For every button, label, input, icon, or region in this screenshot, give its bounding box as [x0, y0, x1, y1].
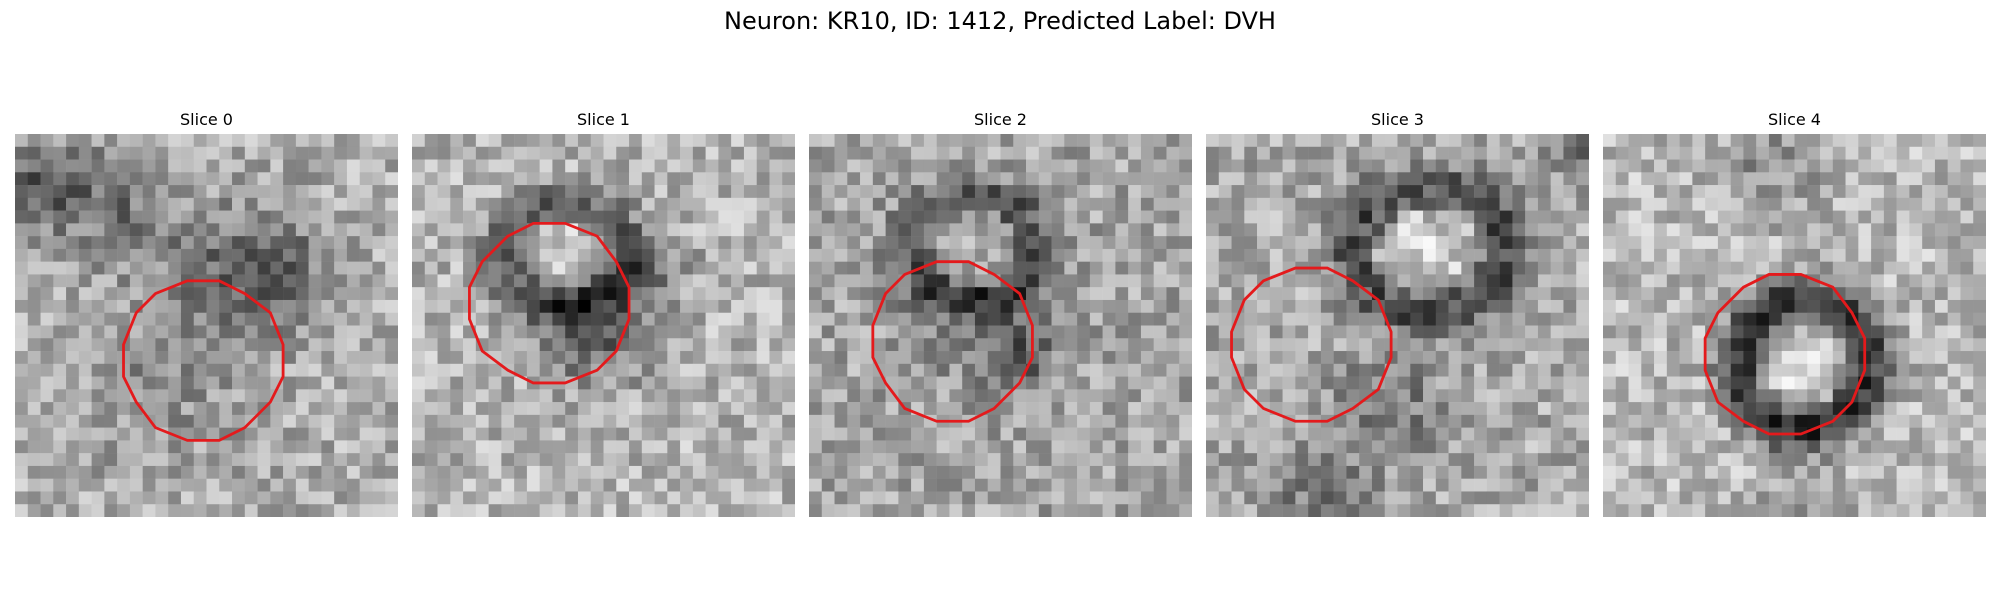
slice-image	[412, 134, 795, 517]
slice-title: Slice 4	[1768, 110, 1821, 129]
slice-title: Slice 2	[974, 110, 1027, 129]
roi-contour	[122, 279, 285, 442]
roi-contour	[871, 260, 1034, 423]
roi-contour	[468, 221, 631, 385]
slice-image	[809, 134, 1192, 517]
slice-title: Slice 1	[577, 110, 630, 129]
slice-title: Slice 3	[1371, 110, 1424, 129]
slice-panel-2: Slice 2	[809, 108, 1192, 517]
slice-panel-3: Slice 3	[1206, 108, 1589, 517]
roi-contour	[1230, 266, 1393, 423]
figure-title: Neuron: KR10, ID: 1412, Predicted Label:…	[724, 7, 1276, 35]
roi-contour	[1703, 273, 1867, 436]
slice-panel-4: Slice 4	[1603, 108, 1986, 517]
slice-pixels	[809, 134, 1192, 517]
slice-pixels	[412, 134, 795, 517]
slice-pixels	[1603, 134, 1986, 517]
slice-image	[15, 134, 398, 517]
slice-title: Slice 0	[180, 110, 233, 129]
slice-pixels	[1206, 134, 1589, 517]
slice-image	[1206, 134, 1589, 517]
slice-panel-1: Slice 1	[412, 108, 795, 517]
slice-image	[1603, 134, 1986, 517]
slice-pixels	[15, 134, 398, 517]
slice-panel-0: Slice 0	[15, 108, 398, 517]
